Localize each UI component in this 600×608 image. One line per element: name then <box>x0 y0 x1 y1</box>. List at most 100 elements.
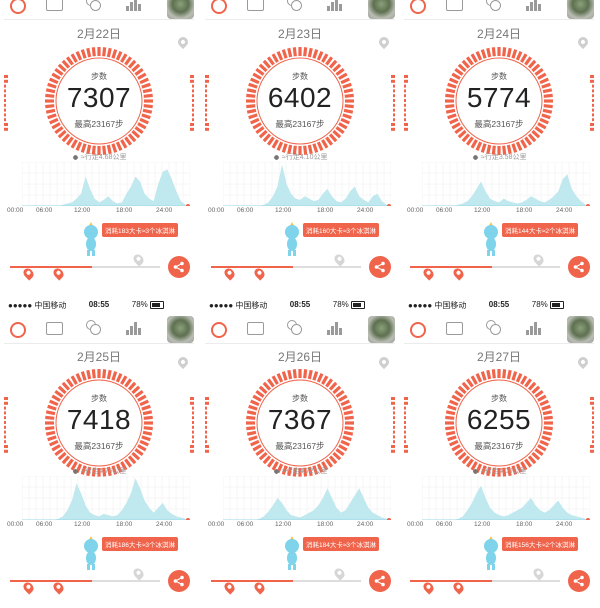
stats-icon[interactable] <box>126 0 141 11</box>
milestone-marker-icon[interactable] <box>252 266 267 281</box>
progress-fill <box>410 580 492 582</box>
avatar[interactable] <box>167 0 194 19</box>
hourly-steps-chart <box>223 476 391 520</box>
friends-icon[interactable] <box>85 320 101 336</box>
chat-icon[interactable] <box>446 322 463 335</box>
prev-day-ring-edge[interactable] <box>404 72 410 132</box>
milestone-marker-icon[interactable] <box>222 580 237 595</box>
milestone-marker-icon[interactable] <box>252 580 267 595</box>
milestone-marker-icon[interactable] <box>451 580 466 595</box>
milestone-marker-icon[interactable] <box>131 252 146 267</box>
prev-day-ring-edge[interactable] <box>404 394 410 454</box>
prev-day-ring-edge[interactable] <box>205 394 211 454</box>
date-label[interactable]: 2月26日 <box>277 350 323 364</box>
friends-icon[interactable] <box>485 0 501 12</box>
friends-icon[interactable] <box>485 320 501 336</box>
progress-fill <box>10 580 92 582</box>
step-count: 6402 <box>267 82 333 113</box>
share-icon[interactable] <box>568 256 590 278</box>
milestone-marker-icon[interactable] <box>531 566 546 581</box>
step-ring-widget: 步数 6255 最高23167步 <box>444 368 554 478</box>
time-axis-label: 24:00 <box>156 207 173 214</box>
avatar[interactable] <box>368 316 395 343</box>
share-icon[interactable] <box>168 570 190 592</box>
carrier-text: ●●●●● 中国移动 <box>8 301 67 310</box>
ring-icon[interactable] <box>10 322 26 338</box>
nav-divider <box>4 19 194 20</box>
calorie-bubble: 消耗144大卡≈2个冰淇淋 <box>502 223 579 237</box>
calorie-bubble: 消耗183大卡≈3个冰淇淋 <box>102 223 179 237</box>
friends-icon[interactable] <box>85 0 101 12</box>
date-label[interactable]: 2月24日 <box>476 27 522 41</box>
avatar[interactable] <box>368 0 395 19</box>
ring-icon[interactable] <box>211 322 227 338</box>
prev-day-ring-edge[interactable] <box>205 72 211 132</box>
top-nav <box>205 316 395 343</box>
milestone-marker-icon[interactable] <box>21 580 36 595</box>
chat-icon[interactable] <box>247 322 264 335</box>
next-day-ring-edge[interactable] <box>389 394 395 454</box>
milestone-marker-icon[interactable] <box>21 266 36 281</box>
best-record: 最高23167步 <box>474 441 524 451</box>
steps-title: 步数 <box>292 394 308 403</box>
share-icon[interactable] <box>369 570 391 592</box>
next-day-ring-edge[interactable] <box>588 72 594 132</box>
chat-icon[interactable] <box>247 0 264 11</box>
next-day-ring-edge[interactable] <box>188 394 194 454</box>
next-day-ring-edge[interactable] <box>188 72 194 132</box>
next-day-ring-edge[interactable] <box>588 394 594 454</box>
friends-icon[interactable] <box>286 0 302 12</box>
avatar[interactable] <box>567 0 594 19</box>
friends-icon[interactable] <box>286 320 302 336</box>
share-icon[interactable] <box>168 256 190 278</box>
milestone-marker-icon[interactable] <box>451 266 466 281</box>
ring-icon[interactable] <box>410 0 426 14</box>
date-label[interactable]: 2月23日 <box>277 27 323 41</box>
chat-icon[interactable] <box>446 0 463 11</box>
milestone-marker-icon[interactable] <box>51 266 66 281</box>
milestone-marker-icon[interactable] <box>51 580 66 595</box>
nav-divider <box>4 343 194 344</box>
battery-percent: 78% <box>531 300 548 309</box>
step-count: 5774 <box>466 82 532 113</box>
ring-icon[interactable] <box>211 0 227 14</box>
milestone-marker-icon[interactable] <box>531 252 546 267</box>
stats-icon[interactable] <box>327 321 342 335</box>
avatar[interactable] <box>167 316 194 343</box>
steps-area <box>422 174 590 206</box>
best-record: 最高23167步 <box>275 119 325 129</box>
distance-text: ≈行走4.68公里 <box>72 152 126 162</box>
chat-icon[interactable] <box>46 322 63 335</box>
time-axis-label: 00:00 <box>7 521 24 528</box>
stats-icon[interactable] <box>526 0 541 11</box>
milestone-marker-icon[interactable] <box>131 566 146 581</box>
milestone-marker-icon[interactable] <box>421 266 436 281</box>
carrier-text: ●●●●● 中国移动 <box>408 301 467 310</box>
stats-icon[interactable] <box>327 0 342 11</box>
step-ring <box>246 369 354 477</box>
stats-icon[interactable] <box>526 321 541 335</box>
avatar[interactable] <box>567 316 594 343</box>
next-day-ring-edge[interactable] <box>389 72 395 132</box>
prev-day-ring-edge[interactable] <box>4 72 10 132</box>
distance-value: ≈行走3.58公里 <box>481 154 527 161</box>
date-label[interactable]: 2月27日 <box>476 350 522 364</box>
ring-icon[interactable] <box>10 0 26 14</box>
milestone-marker-icon[interactable] <box>332 566 347 581</box>
share-icon[interactable] <box>568 570 590 592</box>
calorie-bubble: 消耗186大卡≈3个冰淇淋 <box>102 537 179 551</box>
milestone-marker-icon[interactable] <box>222 266 237 281</box>
prev-day-ring-edge[interactable] <box>4 394 10 454</box>
footprint-icon <box>72 467 79 475</box>
milestone-marker-icon[interactable] <box>332 252 347 267</box>
nav-divider <box>205 19 395 20</box>
stats-icon[interactable] <box>126 321 141 335</box>
share-icon[interactable] <box>369 256 391 278</box>
chat-icon[interactable] <box>46 0 63 11</box>
milestone-marker-icon[interactable] <box>421 580 436 595</box>
ring-icon[interactable] <box>410 322 426 338</box>
step-ring-widget: 步数 7418 最高23167步 <box>44 368 154 478</box>
time-axis-label: 12:00 <box>275 207 292 214</box>
date-label[interactable]: 2月25日 <box>76 350 122 364</box>
date-label[interactable]: 2月22日 <box>76 27 122 41</box>
